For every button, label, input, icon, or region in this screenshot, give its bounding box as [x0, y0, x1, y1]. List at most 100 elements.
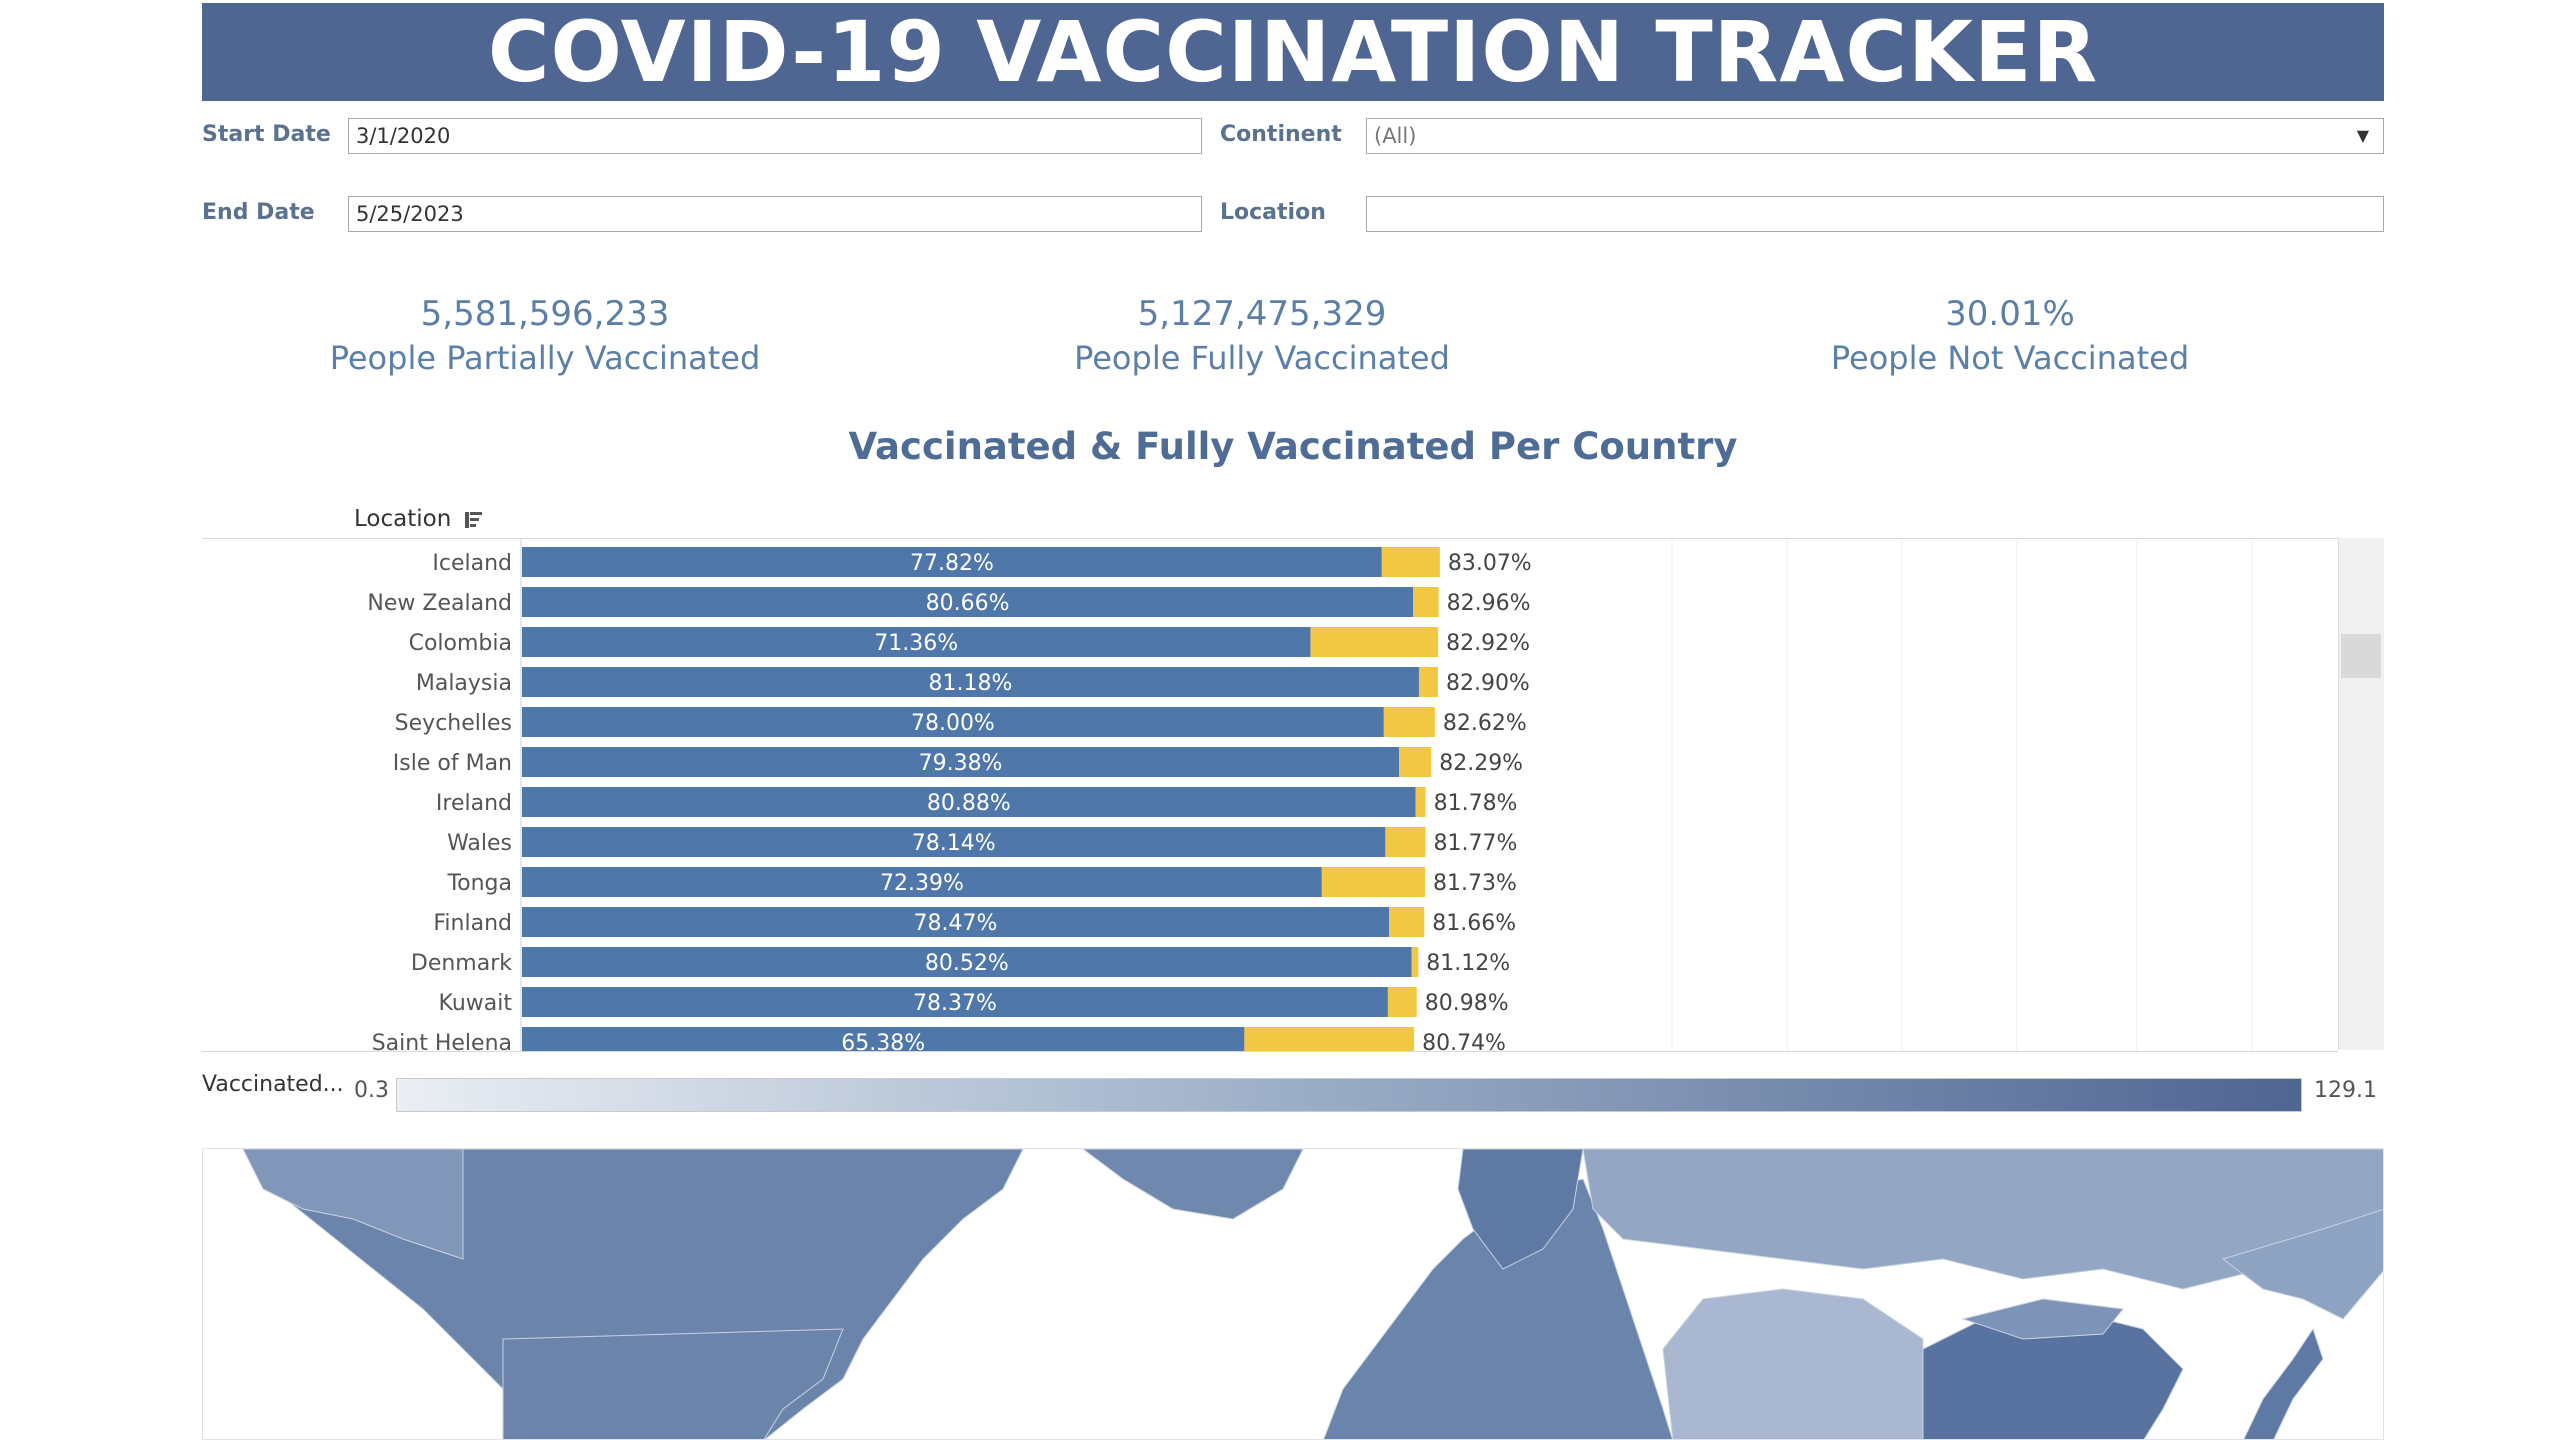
world-map-svg[interactable]	[203, 1149, 2384, 1440]
map-east-russia	[2221, 1209, 2383, 1320]
end-date-input[interactable]: 5/25/2023	[348, 196, 1202, 232]
category-label: Seychelles	[395, 711, 512, 736]
world-map[interactable]	[202, 1148, 2384, 1440]
total-vaccinated-label: 82.96%	[1447, 591, 1531, 616]
bar-partially-vaccinated	[1387, 987, 1417, 1017]
bar-partially-vaccinated	[1399, 747, 1432, 777]
bar-partially-vaccinated	[1321, 867, 1426, 897]
chart-scrollbar[interactable]	[2338, 538, 2384, 1050]
map-usa	[502, 1328, 844, 1439]
total-vaccinated-label: 81.12%	[1426, 951, 1510, 976]
chart-title: Vaccinated & Fully Vaccinated Per Countr…	[848, 425, 1738, 468]
category-label: Wales	[447, 831, 512, 856]
bar-fully-vaccinated	[522, 787, 1416, 817]
map-scandinavia	[1457, 1149, 1584, 1270]
map-china	[1922, 1308, 2184, 1439]
category-label: Denmark	[411, 951, 512, 976]
bar-chart-svg: Iceland 77.82% 83.07% New Zealand 80.66% 82.9…	[367, 539, 2253, 1051]
category-label: Iceland	[432, 551, 512, 576]
location-input[interactable]	[1366, 196, 2384, 232]
category-label: Saint Helena	[372, 1031, 512, 1051]
color-legend-gradient	[396, 1078, 2302, 1112]
map-central-asia	[1662, 1288, 1924, 1439]
bar-partially-vaccinated	[1418, 667, 1438, 697]
kpi-value: 30.01%	[1945, 294, 2075, 334]
kpi-label: People Partially Vaccinated	[329, 339, 761, 377]
fully-vaccinated-label: 77.82%	[910, 551, 994, 576]
category-label: Kuwait	[439, 991, 513, 1016]
category-label: Tonga	[446, 871, 512, 896]
bar-partially-vaccinated	[1413, 587, 1439, 617]
location-label: Location	[1220, 200, 1326, 225]
location-column-header[interactable]: Location	[354, 506, 483, 532]
bar-fully-vaccinated	[522, 627, 1311, 657]
map-japan	[2243, 1327, 2324, 1439]
end-date-label: End Date	[202, 200, 315, 225]
kpi-label: People Not Vaccinated	[1830, 339, 2190, 377]
kpi-not-vaccinated: 30.01% People Not Vaccinated	[1660, 294, 2360, 382]
kpi-value: 5,581,596,233	[420, 294, 670, 334]
color-legend-label: Vaccinated...	[202, 1072, 344, 1097]
fully-vaccinated-label: 78.47%	[914, 911, 998, 936]
bar-fully-vaccinated	[522, 587, 1414, 617]
bar-fully-vaccinated	[522, 907, 1390, 937]
bar-partially-vaccinated	[1244, 1027, 1415, 1051]
bar-fully-vaccinated	[522, 987, 1388, 1017]
fully-vaccinated-label: 80.88%	[927, 791, 1011, 816]
bar-fully-vaccinated	[522, 867, 1322, 897]
total-vaccinated-label: 82.62%	[1443, 711, 1527, 736]
bar-fully-vaccinated	[522, 547, 1382, 577]
bar-chart: Iceland 77.82% 83.07% New Zealand 80.66% 82.9…	[202, 538, 2338, 1052]
fully-vaccinated-label: 78.37%	[913, 991, 997, 1016]
total-vaccinated-label: 83.07%	[1448, 551, 1532, 576]
total-vaccinated-label: 81.78%	[1434, 791, 1518, 816]
color-legend-min: 0.3	[354, 1078, 389, 1103]
total-vaccinated-label: 80.98%	[1425, 991, 1509, 1016]
total-vaccinated-label: 82.29%	[1439, 751, 1523, 776]
bar-partially-vaccinated	[1389, 907, 1425, 937]
continent-dropdown[interactable]: (All) ▼	[1366, 118, 2384, 154]
start-date-label: Start Date	[202, 122, 331, 147]
total-vaccinated-label: 82.90%	[1446, 671, 1530, 696]
total-vaccinated-label: 82.92%	[1446, 631, 1530, 656]
color-legend-max: 129.1	[2314, 1078, 2377, 1103]
fully-vaccinated-label: 79.38%	[919, 751, 1003, 776]
bar-fully-vaccinated	[522, 747, 1400, 777]
fully-vaccinated-label: 80.52%	[925, 951, 1009, 976]
category-label: Colombia	[409, 631, 512, 656]
bar-partially-vaccinated	[1310, 627, 1439, 657]
dashboard-title: COVID-19 VACCINATION TRACKER	[202, 3, 2384, 101]
category-label: New Zealand	[367, 591, 512, 616]
bar-partially-vaccinated	[1381, 547, 1440, 577]
fully-vaccinated-label: 80.66%	[926, 591, 1010, 616]
start-date-input[interactable]: 3/1/2020	[348, 118, 1202, 154]
fully-vaccinated-label: 72.39%	[880, 871, 964, 896]
kpi-label: People Fully Vaccinated	[1074, 339, 1450, 377]
category-label: Malaysia	[416, 671, 512, 696]
continent-selected-value: (All)	[1374, 124, 1417, 148]
category-label: Isle of Man	[393, 751, 512, 776]
category-label: Ireland	[436, 791, 512, 816]
kpi-value: 5,127,475,329	[1137, 294, 1387, 334]
sort-icon[interactable]	[464, 510, 483, 530]
map-greenland	[1082, 1149, 1304, 1220]
bar-partially-vaccinated	[1411, 947, 1419, 977]
bar-fully-vaccinated	[522, 707, 1384, 737]
chevron-down-icon[interactable]: ▼	[2356, 126, 2369, 145]
total-vaccinated-label: 80.74%	[1422, 1031, 1506, 1051]
bar-partially-vaccinated	[1415, 787, 1426, 817]
bar-fully-vaccinated	[522, 667, 1419, 697]
total-vaccinated-label: 81.77%	[1433, 831, 1517, 856]
total-vaccinated-label: 81.66%	[1432, 911, 1516, 936]
fully-vaccinated-label: 71.36%	[874, 631, 958, 656]
bar-partially-vaccinated	[1385, 827, 1426, 857]
location-header-label: Location	[354, 506, 452, 532]
continent-label: Continent	[1220, 122, 1342, 147]
fully-vaccinated-label: 65.38%	[841, 1031, 925, 1051]
scrollbar-thumb[interactable]	[2341, 634, 2381, 678]
fully-vaccinated-label: 78.14%	[912, 831, 996, 856]
fully-vaccinated-label: 78.00%	[911, 711, 995, 736]
map-alaska	[242, 1149, 464, 1260]
category-label: Finland	[433, 911, 512, 936]
total-vaccinated-label: 81.73%	[1433, 871, 1517, 896]
